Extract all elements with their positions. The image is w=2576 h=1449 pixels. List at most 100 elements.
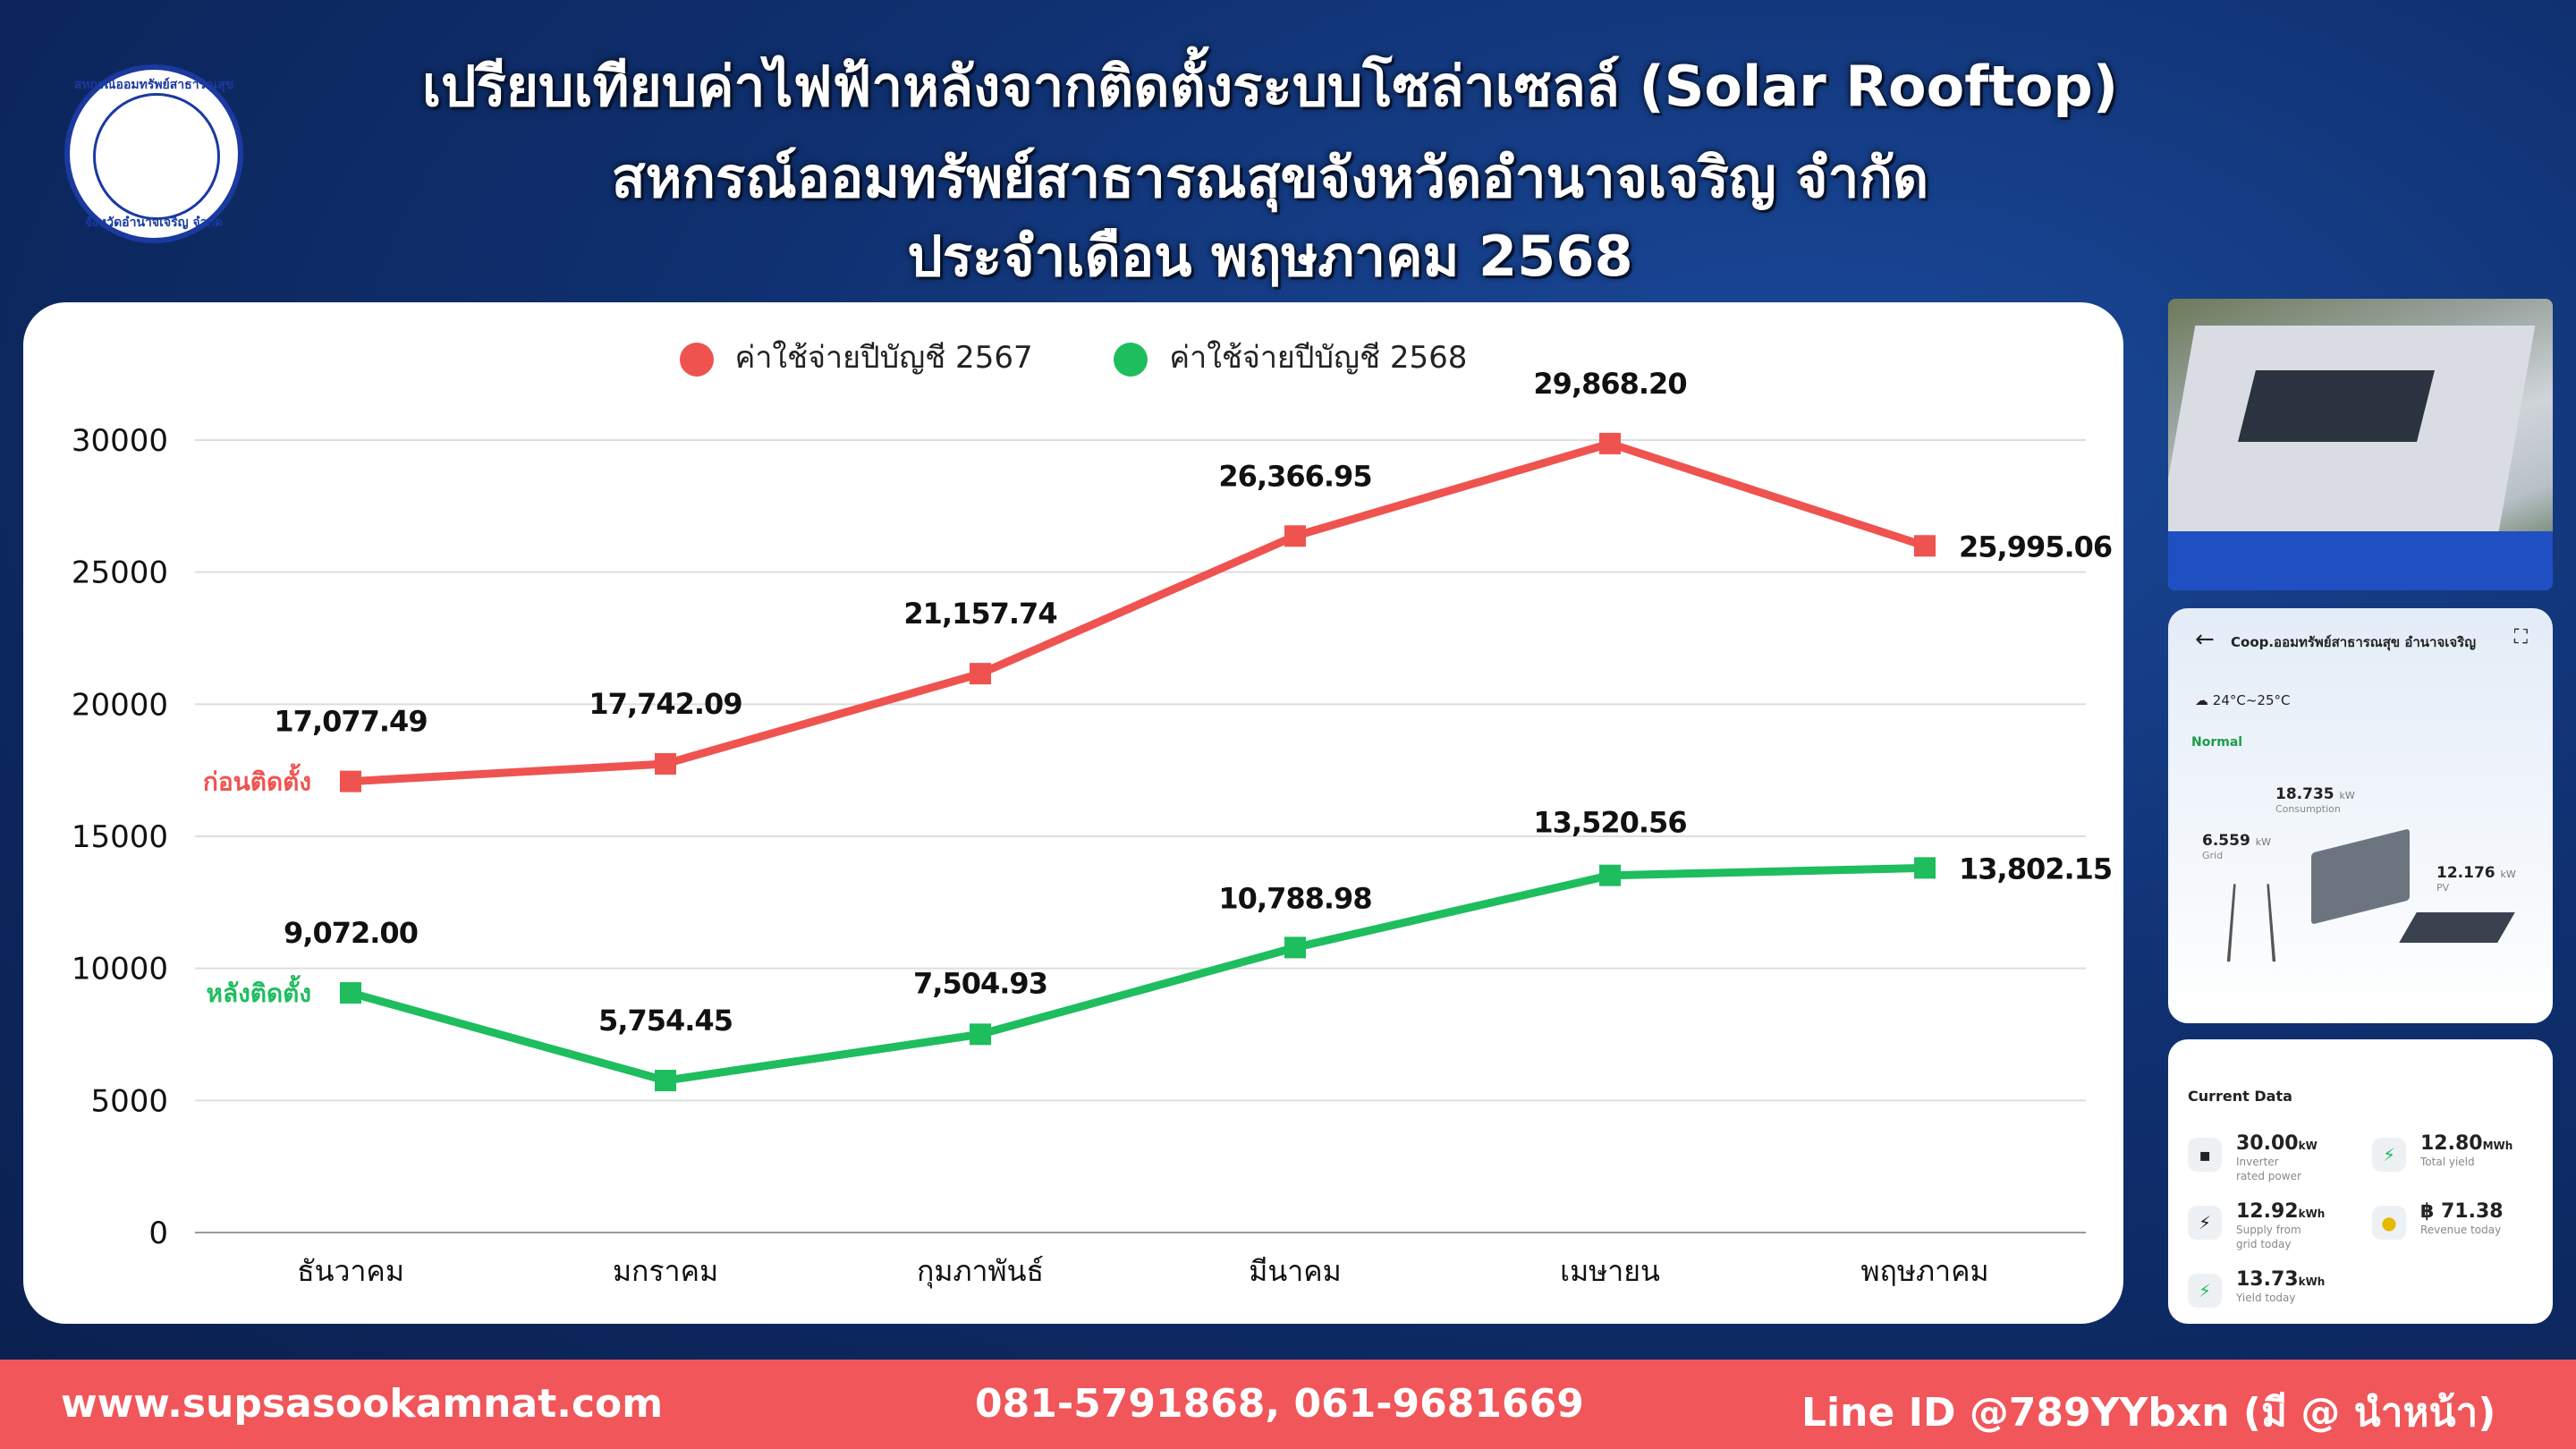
- series-line-label: ก่อนติดตั้ง: [203, 763, 311, 797]
- revenue-label: Revenue today: [2420, 1224, 2502, 1236]
- footer-line-id: Line ID @789YYbxn (มี @ นำหน้า): [1801, 1390, 2496, 1436]
- data-point: [1284, 525, 1306, 547]
- legend-dot-red: [679, 342, 714, 377]
- supply-unit: kWh: [2298, 1208, 2326, 1220]
- y-tick-label: 15000: [72, 819, 168, 855]
- weather-text: 24°C~25°C: [2212, 692, 2291, 708]
- footer-phone: 081-5791868, 061-9681669: [975, 1381, 1584, 1427]
- x-tick-label: ธันวาคม: [297, 1254, 404, 1288]
- building-wall-shape: [2168, 531, 2553, 590]
- data-point: [1599, 432, 1621, 454]
- data-point: [655, 1070, 676, 1092]
- footer-website[interactable]: www.supsasookamnat.com: [61, 1381, 664, 1427]
- y-tick-label: 30000: [72, 423, 168, 459]
- title-line-2: สหกรณ์ออมทรัพย์สาธารณสุขจังหวัดอำนาจเจริ…: [611, 145, 1929, 210]
- y-tick-label: 25000: [72, 555, 168, 591]
- x-tick-label: พฤษภาคม: [1860, 1254, 1988, 1288]
- total-yield-icon: ⚡: [2372, 1138, 2406, 1172]
- current-data-title: Current Data: [2188, 1088, 2292, 1105]
- grid-unit: kW: [2255, 836, 2271, 848]
- title-line-1: เปรียบเทียบค่าไฟฟ้าหลังจากติดตั้งระบบโซล…: [421, 54, 2119, 119]
- y-tick-label: 5000: [90, 1083, 168, 1119]
- expand-icon[interactable]: ⛶: [2513, 626, 2528, 648]
- total-yield-unit: MWh: [2482, 1140, 2513, 1152]
- inverter-unit: kW: [2298, 1140, 2318, 1152]
- solar-panels-shape: [2238, 370, 2435, 442]
- data-label: 9,072.00: [284, 916, 418, 950]
- app-title: Coop.ออมทรัพย์สาธารณสุข อำนาจเจริญ: [2231, 634, 2476, 650]
- inverter-icon: ▪: [2188, 1138, 2222, 1172]
- y-tick-label: 20000: [72, 687, 168, 723]
- back-arrow-icon[interactable]: ←: [2195, 626, 2215, 653]
- grid-metric: 6.559 kW Grid: [2202, 832, 2271, 861]
- revenue-value: ฿ 71.38: [2420, 1200, 2504, 1223]
- data-label: 25,995.06: [1959, 530, 2112, 564]
- legend-label-2567: ค่าใช้จ่ายปีบัญชี 2567: [734, 340, 1033, 376]
- y-tick-label: 10000: [72, 952, 168, 987]
- legend-label-2568: ค่าใช้จ่ายปีบัญชี 2568: [1169, 340, 1468, 376]
- data-label: 7,504.93: [913, 966, 1047, 1000]
- grid-value: 6.559: [2202, 832, 2250, 850]
- solar-panel-illustration: [2399, 912, 2515, 943]
- data-label: 10,788.98: [1218, 881, 1371, 915]
- house-illustration: [2311, 828, 2410, 925]
- coop-logo: สหกรณ์ออมทรัพย์สาธารณสุข จังหวัดอำนาจเจร…: [64, 64, 243, 243]
- pv-value: 12.176: [2436, 864, 2496, 882]
- inverter-label-2: rated power: [2236, 1170, 2301, 1182]
- data-point: [340, 770, 361, 792]
- logo-emblem: [93, 93, 220, 220]
- chart-card: ค่าใช้จ่ายปีบัญชี 2567 ค่าใช้จ่ายปีบัญชี…: [23, 302, 2123, 1324]
- data-label: 26,366.95: [1218, 459, 1371, 493]
- status-normal: Normal: [2191, 735, 2243, 750]
- data-point: [1914, 535, 1936, 557]
- coins-icon: ●: [2372, 1206, 2406, 1240]
- current-data-card: Current Data ▪ 30.00kW Inverter rated po…: [2168, 1039, 2553, 1324]
- yield-today-label: Yield today: [2236, 1292, 2296, 1304]
- x-tick-label: มกราคม: [613, 1254, 718, 1288]
- data-point: [970, 663, 991, 685]
- consumption-metric: 18.735 kW Consumption: [2275, 785, 2355, 815]
- x-tick-label: กุมภาพันธ์: [917, 1254, 1044, 1289]
- series-line-label: หลังติดตั้ง: [206, 974, 311, 1008]
- supply-grid-icon: ⚡: [2188, 1206, 2222, 1240]
- data-point: [1914, 857, 1936, 879]
- monitor-app-card: ← Coop.ออมทรัพย์สาธารณสุข อำนาจเจริญ ⛶ ☁…: [2168, 608, 2553, 1023]
- line-chart: 0 5000 10000 15000 20000 25000 30000 ธันวาคม มกร…: [72, 367, 2113, 1289]
- legend-item-2568: ค่าใช้จ่ายปีบัญชี 2568: [1114, 333, 1467, 381]
- data-label: 17,077.49: [274, 705, 427, 739]
- series-line-0: [350, 439, 1927, 786]
- rooftop-photo: [2168, 299, 2553, 590]
- x-tick-label: มีนาคม: [1249, 1254, 1341, 1288]
- title-line-3: ประจำเดือน พฤษภาคม 2568: [907, 224, 1633, 289]
- consumption-unit: kW: [2339, 790, 2355, 801]
- data-label: 5,754.45: [598, 1004, 733, 1038]
- inverter-metric: 30.00kW Inverter rated power: [2236, 1132, 2318, 1183]
- yield-today-icon: ⚡: [2188, 1274, 2222, 1308]
- pv-unit: kW: [2500, 869, 2516, 880]
- yield-today-value: 13.73: [2236, 1268, 2299, 1291]
- weather: ☁ 24°C~25°C: [2195, 692, 2291, 708]
- total-yield-metric: 12.80MWh Total yield: [2420, 1132, 2512, 1169]
- consumption-label: Consumption: [2275, 803, 2341, 815]
- y-tick-label: 0: [148, 1216, 168, 1251]
- data-point: [1599, 864, 1621, 886]
- inverter-label-1: Inverter: [2236, 1156, 2279, 1168]
- consumption-value: 18.735: [2275, 785, 2334, 803]
- power-tower-illustration: [2226, 884, 2276, 962]
- supply-metric: 12.92kWh Supply from grid today: [2236, 1200, 2325, 1251]
- logo-text-top: สหกรณ์ออมทรัพย์สาธารณสุข: [73, 78, 234, 92]
- data-point: [655, 753, 676, 775]
- data-label: 29,868.20: [1533, 367, 1686, 401]
- footer-bar: www.supsasookamnat.com 081-5791868, 061-…: [0, 1360, 2576, 1449]
- logo-text-bottom: จังหวัดอำนาจเจริญ จำกัด: [84, 216, 224, 230]
- yield-today-unit: kWh: [2298, 1275, 2326, 1288]
- inverter-value: 30.00: [2236, 1132, 2299, 1155]
- grid-label: Grid: [2202, 850, 2224, 861]
- pv-label: PV: [2436, 882, 2450, 894]
- data-point: [1284, 936, 1306, 959]
- legend-item-2567: ค่าใช้จ่ายปีบัญชี 2567: [679, 333, 1033, 381]
- data-point: [970, 1023, 991, 1046]
- pv-metric: 12.176 kW PV: [2436, 864, 2516, 894]
- data-point: [340, 982, 361, 1004]
- yield-today-metric: 13.73kWh Yield today: [2236, 1268, 2325, 1305]
